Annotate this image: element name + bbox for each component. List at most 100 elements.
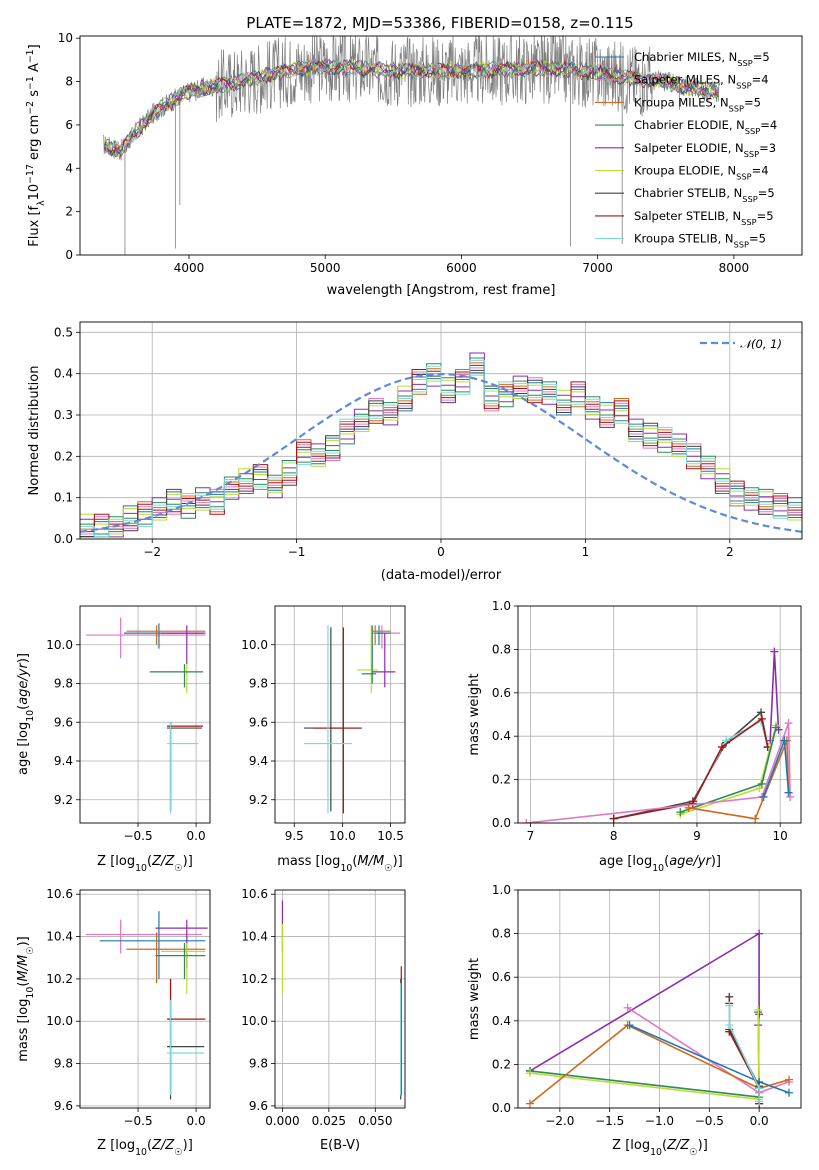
spectrum-lines: [102, 36, 721, 255]
x-tick-label: 8: [610, 829, 618, 843]
x-tick-label: 0.000: [265, 1114, 299, 1128]
y-tick-label: 10.0: [46, 638, 73, 652]
x-axis-label: (data-model)/error: [381, 568, 502, 583]
x-tick-label: 0.0: [187, 1114, 206, 1128]
mass-weight-marker: [751, 814, 760, 823]
mass-weight-marker: [755, 1097, 764, 1106]
mass-weight-marker: [757, 779, 766, 788]
frame-mass_vs_EBV: [274, 889, 406, 1109]
x-axis-label: mass [log10(M/M☉)]: [277, 854, 403, 874]
y-tick-label: 0: [65, 248, 73, 262]
x-tick-label: 9: [693, 829, 701, 843]
y-tick-label: 9.8: [249, 677, 268, 691]
y-tick-label: 10.2: [46, 972, 73, 986]
x-tick-label: 7: [527, 829, 535, 843]
residual-histogram: [80, 359, 802, 537]
model-spectrum-line: [104, 58, 720, 158]
errorbars-mass_vs_Z: [85, 911, 208, 1100]
y-tick-label: 0.6: [492, 686, 511, 700]
y-tick-label: 10.6: [46, 887, 73, 901]
y-tick-label: 0.0: [492, 1101, 511, 1115]
mass-weight-line: [529, 1012, 760, 1098]
x-axis-label: age [log10(age/yr)]: [599, 854, 721, 874]
y-tick-label: 10.4: [46, 930, 73, 944]
x-tick-label: 7000: [582, 261, 613, 275]
mass-weight-line: [728, 1003, 760, 1104]
mass-weight-line: [613, 710, 769, 820]
y-axis-label: age [log10(age/yr)]: [16, 653, 36, 775]
legend-entry: Kroupa STELIB, NSSP=5: [634, 232, 766, 250]
x-tick-label: 0.050: [358, 1114, 392, 1128]
y-tick-label: 10.0: [46, 1014, 73, 1028]
x-tick-label: 0.0: [750, 1114, 769, 1128]
x-tick-label: −1.0: [645, 1114, 674, 1128]
legend-entry: Chabrier MILES, NSSP=5: [634, 50, 770, 68]
mass-weight-marker: [684, 803, 693, 812]
x-tick-label: 2: [726, 545, 734, 559]
y-tick-label: 10: [58, 31, 73, 45]
mass-weight-marker: [623, 1003, 632, 1012]
y-axis-label: Flux [fλ10−17 erg cm−2 s−1 A−1]: [25, 44, 47, 246]
y-tick-label: 9.6: [249, 715, 268, 729]
axes-age_vs_Z: −0.5 0.0 9.2 9.4 9.6 9.8 10.0: [46, 606, 210, 843]
mass-weight-line: [529, 1024, 790, 1105]
x-axis-label: wavelength [Angstrom, rest frame]: [327, 283, 556, 298]
x-tick-label: 0.0: [187, 829, 206, 843]
x-tick-label: 9.5: [285, 829, 304, 843]
y-tick-label: 0.4: [54, 367, 73, 381]
mass-weight-marker: [757, 714, 766, 723]
x-tick-label: 10.5: [377, 829, 404, 843]
x-tick-label: 5000: [310, 261, 341, 275]
mass-weight-marker: [784, 719, 793, 728]
model-spectrum-line: [104, 58, 719, 158]
x-tick-label: 4000: [174, 261, 205, 275]
legend-entry: Salpeter MILES, NSSP=4: [634, 73, 769, 91]
mass-weight-marker: [725, 1021, 734, 1030]
y-tick-label: 0.2: [492, 773, 511, 787]
y-tick-label: 0.8: [492, 927, 511, 941]
axes-mass_weight_vs_Z: −2.0 −1.5 −1.0 −0.5 0.0 0.0 0.2 0.4 0.6 0.8 1.0: [492, 883, 801, 1128]
frame-age_vs_mass: [274, 605, 406, 824]
x-tick-label: −2: [143, 545, 161, 559]
axes-mass_weight_vs_age: 7 8 9 10 0.0 0.2 0.4 0.6 0.8 1.0: [492, 599, 801, 843]
mass-weight-marker: [522, 819, 531, 823]
lines-mass_weight_vs_age: [522, 647, 795, 823]
x-tick-label: 10: [773, 829, 788, 843]
legend-entry: Kroupa MILES, NSSP=5: [634, 95, 761, 113]
mass-weight-line: [526, 722, 791, 823]
normal-distribution-curve: [80, 372, 802, 533]
y-axis-label: mass [log10(M/M☉)]: [16, 936, 36, 1062]
model-spectrum-line: [104, 59, 720, 154]
residuals-frame: [79, 321, 803, 540]
x-tick-label: −0.5: [123, 1114, 152, 1128]
mass-weight-marker: [717, 743, 726, 752]
mass-weight-marker: [785, 1075, 794, 1084]
y-tick-label: 0.8: [492, 642, 511, 656]
errorbars-age_vs_Z: [85, 617, 206, 814]
mass-weight-marker: [784, 788, 793, 797]
y-tick-label: 9.6: [249, 1099, 268, 1113]
y-tick-label: 9.4: [249, 754, 268, 768]
mass-weight-marker: [755, 929, 764, 938]
axes-mass_vs_EBV: 0.000 0.025 0.050 9.6 9.8 10.0 10.2 10.4 10.6: [241, 887, 405, 1128]
y-tick-label: 10.6: [241, 887, 268, 901]
figure-title: PLATE=1872, MJD=53386, FIBERID=0158, z=0…: [246, 14, 633, 32]
legend-entry: Salpeter ELODIE, NSSP=3: [634, 141, 776, 159]
axes-mass_vs_Z: −0.5 0.0 9.6 9.8 10.0 10.2 10.4 10.6: [46, 887, 210, 1128]
errorbars-mass_vs_EBV: [281, 900, 402, 1100]
x-tick-label: −0.5: [123, 829, 152, 843]
x-axis-label: E(B-V): [320, 1138, 360, 1153]
y-tick-label: 9.8: [54, 677, 73, 691]
y-axis-label: Normed distribution: [27, 366, 42, 496]
frame-mass_vs_Z: [79, 889, 211, 1109]
y-tick-label: 1.0: [492, 599, 511, 613]
y-tick-label: 0.2: [492, 1057, 511, 1071]
mass-weight-marker: [625, 1021, 634, 1030]
mass-weight-line: [529, 932, 760, 1072]
y-axis-label: mass weight: [467, 958, 482, 1040]
mass-weight-marker: [780, 736, 789, 745]
spectrum-frame: [79, 35, 803, 256]
y-tick-label: 10.4: [241, 930, 268, 944]
lines-mass_weight_vs_Z: [525, 929, 794, 1108]
